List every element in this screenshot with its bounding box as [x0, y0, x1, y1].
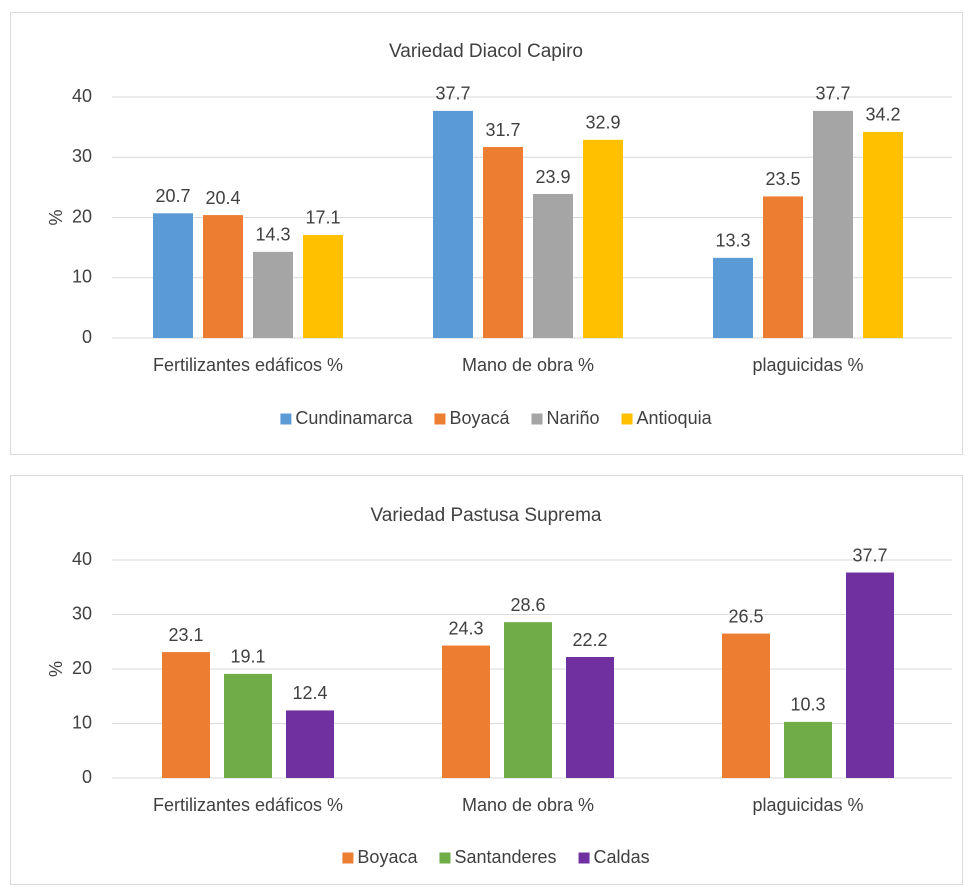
data-label: 32.9: [585, 113, 620, 133]
data-label: 23.1: [168, 625, 203, 645]
x-tick-label: Fertilizantes edáficos %: [153, 355, 343, 375]
data-label: 20.7: [155, 186, 190, 206]
legend-swatch: [578, 852, 590, 864]
x-tick-label: Fertilizantes edáficos %: [153, 795, 343, 815]
x-tick-label: Mano de obra %: [462, 795, 594, 815]
legend-label: Antioquia: [637, 408, 713, 428]
x-tick-label: plaguicidas %: [752, 795, 863, 815]
bar: [583, 139, 623, 338]
data-label: 10.3: [790, 695, 825, 715]
chart-title: Variedad Diacol Capiro: [389, 41, 583, 62]
bar: [303, 234, 343, 338]
legend-swatch: [531, 413, 543, 425]
y-tick-label: 0: [82, 327, 92, 347]
legend-label: Santanderes: [454, 847, 556, 867]
data-label: 23.9: [535, 167, 570, 187]
legend-label: Boyaca: [357, 847, 418, 867]
y-tick-label: 40: [72, 549, 92, 569]
bar: [846, 572, 894, 778]
legend-swatch: [439, 852, 451, 864]
bar: [722, 633, 770, 778]
bar: [863, 131, 903, 338]
bar: [153, 213, 193, 338]
legend-label: Cundinamarca: [295, 408, 413, 428]
data-label: 37.7: [435, 84, 470, 104]
y-tick-label: 10: [72, 712, 92, 732]
y-axis-label: %: [46, 661, 66, 677]
data-label: 20.4: [205, 188, 240, 208]
bar: [203, 215, 243, 338]
legend-swatch: [434, 413, 446, 425]
data-label: 37.7: [852, 545, 887, 565]
data-label: 31.7: [485, 120, 520, 140]
legend-swatch: [621, 413, 633, 425]
data-label: 28.6: [510, 595, 545, 615]
bar: [483, 147, 523, 338]
bar: [286, 710, 334, 778]
bar: [784, 721, 832, 778]
y-tick-label: 20: [72, 658, 92, 678]
bar: [813, 110, 853, 338]
bar: [533, 194, 573, 338]
y-tick-label: 10: [72, 267, 92, 287]
x-tick-label: Mano de obra %: [462, 355, 594, 375]
bar: [162, 652, 210, 778]
data-label: 19.1: [230, 647, 265, 667]
y-tick-label: 30: [72, 603, 92, 623]
bar: [713, 257, 753, 338]
data-label: 12.4: [292, 683, 327, 703]
data-label: 17.1: [305, 208, 340, 228]
data-label: 34.2: [865, 105, 900, 125]
bar: [566, 657, 614, 778]
data-label: 14.3: [255, 225, 290, 245]
bar: [224, 673, 272, 778]
data-label: 22.2: [572, 630, 607, 650]
bar: [763, 196, 803, 338]
data-label: 26.5: [728, 606, 763, 626]
bar: [504, 622, 552, 778]
y-tick-label: 20: [72, 206, 92, 226]
legend-swatch: [280, 413, 292, 425]
y-axis-label: %: [46, 209, 66, 225]
y-tick-label: 40: [72, 86, 92, 106]
y-tick-label: 0: [82, 767, 92, 787]
bar: [433, 110, 473, 338]
data-label: 24.3: [448, 618, 483, 638]
legend-label: Boyacá: [449, 408, 510, 428]
chart-title: Variedad Pastusa Suprema: [371, 505, 602, 526]
legend-label: Caldas: [594, 847, 650, 867]
bar: [442, 645, 490, 778]
data-label: 23.5: [765, 169, 800, 189]
x-tick-label: plaguicidas %: [752, 355, 863, 375]
legend-swatch: [342, 852, 354, 864]
data-label: 13.3: [715, 231, 750, 251]
bar: [253, 251, 293, 338]
data-label: 37.7: [815, 84, 850, 104]
y-tick-label: 30: [72, 146, 92, 166]
legend-label: Nariño: [547, 408, 600, 428]
